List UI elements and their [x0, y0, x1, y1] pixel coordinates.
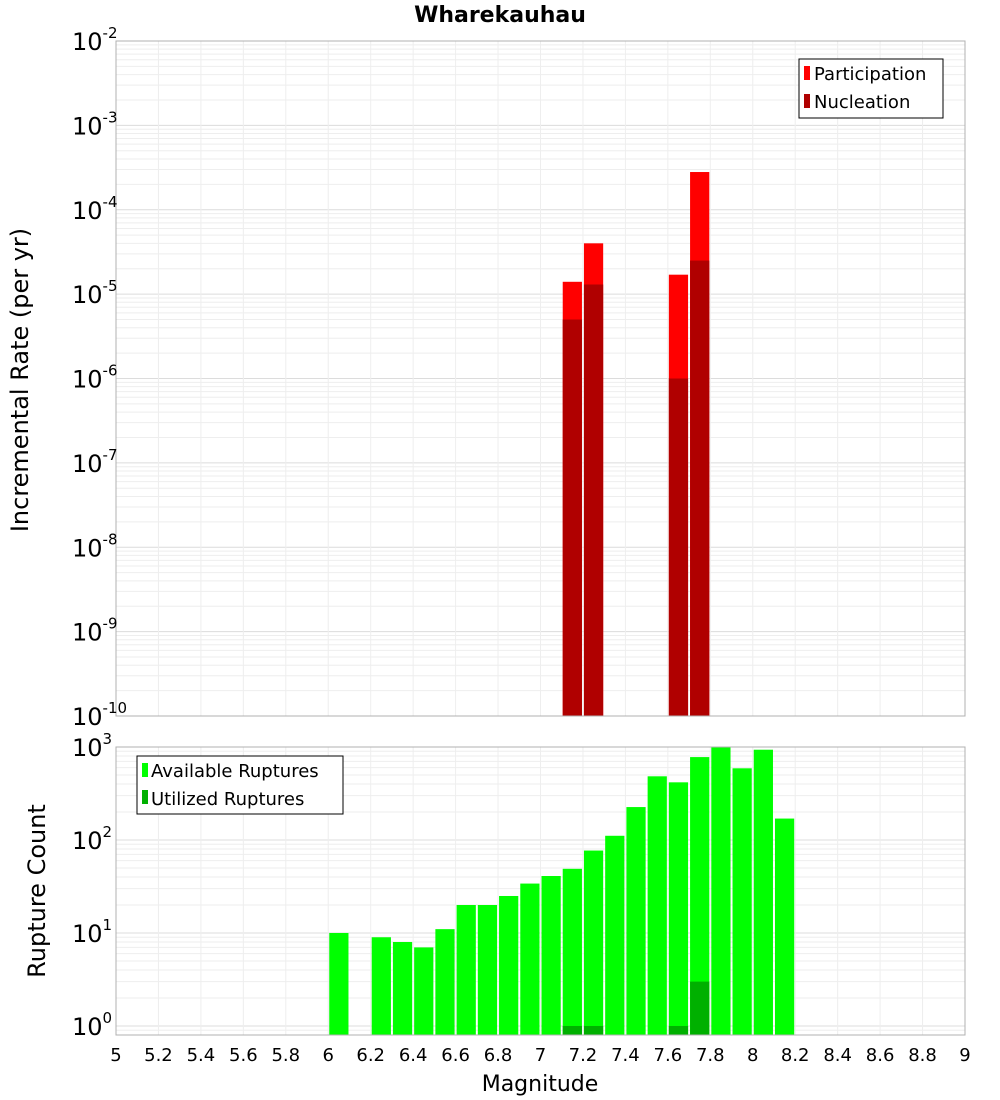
- x-tick-label: 6.2: [356, 1045, 385, 1066]
- available-ruptures-bar: [499, 895, 519, 1035]
- x-tick-label: 5.8: [271, 1045, 300, 1066]
- available-ruptures-bar: [690, 757, 710, 1035]
- legend-swatch-participation: [804, 66, 810, 80]
- available-ruptures-bar: [668, 782, 689, 1035]
- bottom-y-tick-label: 100: [72, 1009, 112, 1041]
- utilized-ruptures-bar: [583, 1025, 604, 1035]
- top-y-axis-label: Incremental Rate (per yr): [6, 228, 34, 532]
- bottom-y-tick-label: 102: [72, 823, 112, 855]
- x-tick-label: 5.6: [229, 1045, 258, 1066]
- x-tick-label: 6: [323, 1045, 334, 1066]
- available-ruptures-bar: [562, 868, 582, 1035]
- available-ruptures-bar: [392, 942, 413, 1035]
- available-ruptures-bar: [605, 835, 625, 1035]
- legend-label-participation: Participation: [814, 64, 926, 85]
- available-ruptures-bar: [647, 776, 667, 1035]
- x-tick-label: 7.8: [696, 1045, 725, 1066]
- bottom-grid: [115, 747, 966, 1036]
- x-tick-label: 7.6: [654, 1045, 683, 1066]
- top-y-tick-label: 10-10: [72, 699, 127, 731]
- top-y-tick-label: 10-9: [72, 615, 118, 647]
- utilized-ruptures-bar: [690, 981, 710, 1035]
- legend-label-utilized: Utilized Ruptures: [151, 789, 304, 810]
- legend-label-nucleation: Nucleation: [814, 92, 910, 113]
- x-tick-label: 7.4: [611, 1045, 640, 1066]
- bottom-bars: [329, 747, 795, 1035]
- top-y-tick-label: 10-5: [72, 277, 118, 309]
- nucleation-bar: [583, 284, 604, 716]
- top-y-tick-label: 10-8: [72, 530, 118, 562]
- top-legend-box: [798, 58, 944, 119]
- x-tick-label: 8.8: [908, 1045, 937, 1066]
- available-ruptures-bar: [774, 818, 795, 1035]
- available-ruptures-bar: [732, 768, 752, 1035]
- top-y-tick-label: 10-3: [72, 108, 118, 140]
- top-y-tick-label: 10-6: [72, 362, 118, 394]
- x-tick-label: 6.8: [484, 1045, 513, 1066]
- available-ruptures-bar: [371, 937, 391, 1035]
- bottom-y-ticks: 100 101 102 103: [72, 730, 112, 1041]
- top-grid: [115, 41, 966, 717]
- top-y-tick-label: 10-4: [72, 193, 118, 225]
- available-ruptures-bar: [477, 904, 498, 1035]
- x-tick-label: 7: [535, 1045, 546, 1066]
- legend-swatch-available: [142, 763, 148, 777]
- chart-title: Wharekauhau: [414, 3, 586, 28]
- available-ruptures-bar: [583, 850, 604, 1035]
- available-ruptures-bar: [753, 749, 773, 1035]
- x-tick-label: 6.6: [441, 1045, 470, 1066]
- utilized-ruptures-bar: [562, 1025, 582, 1035]
- legend-label-available: Available Ruptures: [151, 761, 319, 782]
- top-plot-border: [115, 40, 966, 717]
- top-bars: [562, 172, 710, 717]
- x-axis-label: Magnitude: [482, 1072, 599, 1097]
- nucleation-bar: [690, 260, 710, 716]
- bottom-plot-border: [115, 746, 966, 1036]
- utilized-ruptures-bar: [668, 1025, 689, 1035]
- top-legend: Participation Nucleation: [798, 58, 944, 119]
- x-tick-label: 8.4: [823, 1045, 852, 1066]
- legend-swatch-nucleation: [804, 94, 810, 108]
- available-ruptures-bar: [329, 932, 349, 1035]
- bottom-y-tick-label: 103: [72, 730, 112, 762]
- x-tick-label: 7.2: [569, 1045, 598, 1066]
- available-ruptures-bar: [626, 807, 646, 1035]
- nucleation-bar: [668, 378, 689, 716]
- x-tick-label: 5.2: [144, 1045, 173, 1066]
- available-ruptures-bar: [414, 947, 434, 1035]
- bottom-legend-box: [136, 755, 344, 815]
- x-tick-label: 9: [959, 1045, 970, 1066]
- bottom-legend: Available Ruptures Utilized Ruptures: [136, 755, 344, 815]
- top-y-tick-label: 10-7: [72, 446, 118, 478]
- legend-swatch-utilized: [142, 790, 148, 804]
- available-ruptures-bar: [435, 929, 455, 1035]
- x-axis-ticks: 5 5.2 5.4 5.6 5.8 6 6.2 6.4 6.6 6.8 7 7.2 7.4 7.6 7.8 8…: [110, 1045, 970, 1066]
- x-tick-label: 5: [110, 1045, 121, 1066]
- x-tick-label: 5.4: [187, 1045, 216, 1066]
- bottom-y-axis-label: Rupture Count: [23, 804, 51, 978]
- top-y-tick-label: 10-2: [72, 24, 118, 56]
- available-ruptures-bar: [456, 904, 476, 1035]
- available-ruptures-bar: [711, 747, 731, 1035]
- x-tick-label: 8.6: [866, 1045, 895, 1066]
- available-ruptures-bar: [541, 876, 561, 1035]
- bottom-y-tick-label: 101: [72, 916, 112, 948]
- x-tick-label: 6.4: [399, 1045, 428, 1066]
- top-y-ticks: 10-10 10-9 10-8 10-7 10-6 10-5 10-4 10-3 10-2: [72, 24, 127, 731]
- x-tick-label: 8: [747, 1045, 758, 1066]
- nucleation-bar: [562, 319, 582, 716]
- available-ruptures-bar: [520, 883, 540, 1035]
- x-tick-label: 8.2: [781, 1045, 810, 1066]
